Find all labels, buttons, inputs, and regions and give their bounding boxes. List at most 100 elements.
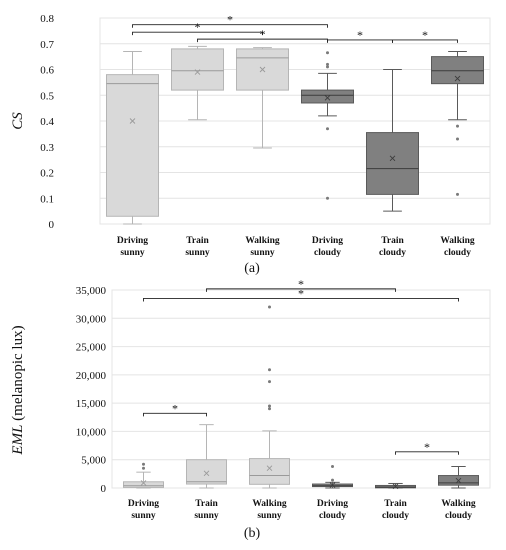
significance-bracket: *: [392, 28, 458, 43]
significance-star: *: [172, 401, 178, 415]
x-category-label-line2: cloudy: [382, 511, 409, 521]
significance-star: *: [422, 28, 428, 42]
y-tick-label: 10,000: [76, 426, 107, 438]
mean-marker: [203, 470, 210, 477]
x-category-label-line2: sunny: [257, 511, 282, 521]
x-category-label-line2: sunny: [250, 248, 275, 258]
x-category-label-line2: sunny: [120, 248, 145, 258]
y-tick-label: 0: [49, 219, 55, 231]
y-axis-label-rest: (melanopic lux): [10, 325, 26, 424]
x-category-label-line1: Train: [186, 236, 209, 246]
significance-star: *: [260, 27, 266, 41]
box-body: [106, 74, 159, 217]
bracket-line: [395, 451, 459, 455]
y-tick-label: 20,000: [76, 370, 107, 382]
mean-marker: [259, 66, 266, 73]
bracket-line: [143, 412, 207, 417]
x-category-label-line2: sunny: [185, 248, 210, 258]
significance-bracket: *: [327, 28, 393, 43]
x-category-label-line1: Driving: [317, 499, 348, 509]
panel-label: (b): [244, 526, 261, 541]
box-body: [249, 458, 290, 485]
y-tick-label: 0: [101, 483, 107, 495]
significance-star: *: [298, 277, 304, 291]
outlier-point: [326, 62, 329, 66]
box-driving-sunny: [123, 462, 164, 489]
y-tick-label: 0.6: [40, 65, 54, 77]
bracket-line: [206, 288, 396, 292]
box-body: [431, 56, 484, 85]
outlier-point: [331, 465, 334, 469]
box-walking-sunny: [236, 47, 289, 149]
box-body: [301, 89, 354, 104]
y-axis-label-italic: EML: [10, 425, 26, 456]
box-train-sunny: [186, 424, 227, 489]
box-driving-cloudy: [301, 51, 354, 200]
box-walking-cloudy: [438, 466, 479, 489]
outlier-point: [268, 305, 271, 309]
mean-marker: [329, 482, 336, 488]
significance-bracket: *: [132, 13, 328, 28]
significance-bracket: *: [395, 440, 459, 455]
outlier-point: [268, 407, 271, 411]
x-category-label-line1: Walking: [441, 499, 476, 509]
y-tick-label: 5,000: [81, 455, 106, 467]
y-tick-label: 0.7: [40, 39, 54, 51]
bracket-line: [132, 24, 328, 28]
bracket-line: [143, 298, 459, 302]
mean-marker: [455, 477, 462, 484]
mean-marker: [194, 69, 201, 75]
outlier-point: [142, 466, 145, 470]
x-category-label-line2: cloudy: [319, 511, 346, 521]
panel-a-cs-chart: 0 0.1 0.2 0.3 0.4 0.5 0.6 0.7 0.8 CS Driving sunny T…: [10, 13, 491, 276]
x-category-label-line1: Walking: [245, 236, 280, 246]
x-category-label-line1: Driving: [312, 236, 343, 246]
outlier-point: [326, 65, 329, 69]
y-axis-label: EML (melanopic lux): [10, 325, 26, 455]
x-category-label-line2: cloudy: [379, 248, 406, 258]
y-tick-label: 0.3: [40, 142, 54, 154]
significance-star: *: [195, 20, 201, 34]
y-tick-label: 0.1: [40, 193, 54, 205]
outlier-point: [456, 124, 459, 128]
x-category-label-line2: cloudy: [444, 248, 471, 258]
x-category-label-line1: Walking: [252, 499, 287, 509]
outlier-point: [142, 462, 145, 466]
y-tick-label: 0.8: [40, 13, 54, 25]
box-train-cloudy: [375, 482, 416, 490]
y-tick-label: 25,000: [76, 342, 107, 354]
significance-bracket: *: [132, 20, 263, 36]
panel-b-eml-chart: 0 5,000 10,000 15,000 20,000 25,000 30,000 35,0…: [10, 277, 491, 541]
x-category-label-line2: sunny: [194, 511, 219, 521]
box-body: [171, 48, 224, 91]
mean-marker: [266, 465, 273, 472]
bracket-line: [392, 39, 458, 43]
y-tick-label: 15,000: [76, 398, 107, 410]
x-category-label-line2: sunny: [131, 511, 156, 521]
outlier-point: [268, 404, 271, 408]
x-category-label-line1: Driving: [117, 236, 148, 246]
x-category-label-line2: cloudy: [314, 248, 341, 258]
x-category-label-line1: Train: [195, 499, 218, 509]
outlier-point: [326, 127, 329, 131]
y-tick-label: 0.2: [40, 168, 54, 180]
significance-bracket: *: [143, 401, 207, 417]
outlier-point: [331, 478, 334, 482]
box-body: [366, 132, 419, 195]
outlier-point: [268, 368, 271, 372]
x-category-label-line1: Walking: [440, 236, 475, 246]
mean-marker: [140, 480, 147, 486]
plot-area: [111, 289, 491, 489]
significance-bracket: *: [206, 277, 396, 292]
significance-bracket: *: [197, 27, 328, 43]
outlier-point: [456, 137, 459, 141]
box-train-cloudy: [366, 69, 419, 212]
bracket-line: [132, 31, 263, 36]
significance-star: *: [424, 440, 430, 454]
x-category-label-line1: Train: [381, 236, 404, 246]
outlier-point: [268, 380, 271, 384]
y-tick-label: 30,000: [76, 313, 107, 325]
outlier-point: [326, 196, 329, 200]
outlier-point: [326, 51, 329, 55]
box-body: [123, 481, 164, 488]
